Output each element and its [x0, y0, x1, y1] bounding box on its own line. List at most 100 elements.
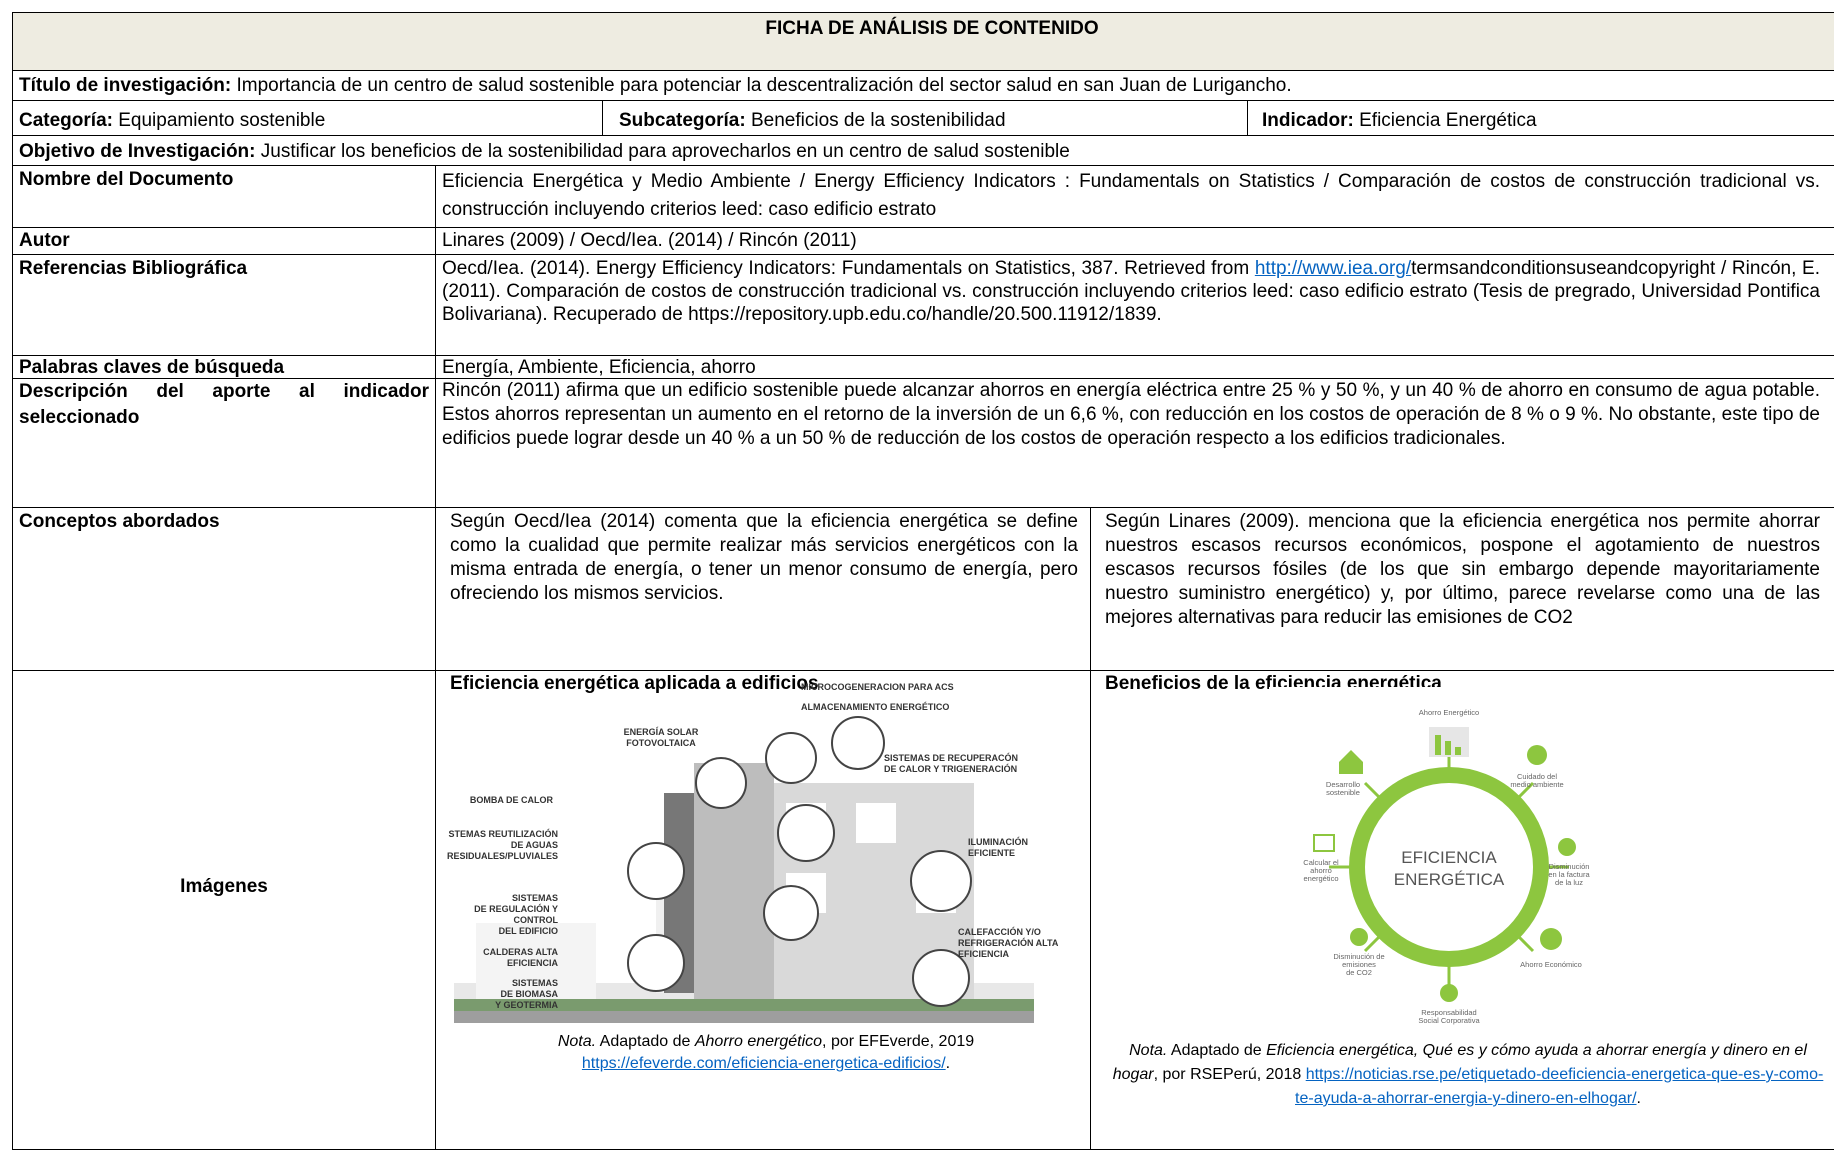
diagram-label: Calcular el — [1303, 858, 1339, 867]
value-cell: Según Oecd/Iea (2014) comenta que la efi… — [435, 507, 1091, 671]
header-title: FICHA DE ANÁLISIS DE CONTENIDO — [765, 18, 1099, 39]
image-note: Nota. Adaptado de Ahorro energético, por… — [456, 1031, 1076, 1075]
label-cell: Conceptos abordados — [12, 507, 436, 671]
diagram-label: Desarrollo — [1326, 780, 1360, 789]
diagram-label: EFICIENCIA — [507, 958, 559, 968]
value: Beneficios de la sostenibilidad — [745, 110, 1006, 131]
label-cell: Autor — [12, 227, 436, 255]
diagram-label: MICROCOGENERACIÓN PARA ACS — [801, 683, 954, 692]
note-link[interactable]: https://noticias.rse.pe/etiquetado-deefi… — [1295, 1066, 1824, 1107]
link[interactable]: http://www.iea.org/ — [1254, 258, 1412, 279]
note-prefix: Nota. — [1129, 1042, 1168, 1059]
diagram-label: FOTOVOLTAICA — [626, 738, 696, 748]
value-cell: Energía, Ambiente, Eficiencia, ahorro — [435, 355, 1834, 379]
note-text: Adaptado de — [596, 1033, 695, 1050]
value-cell: Oecd/Iea. (2014). Energy Efficiency Indi… — [435, 254, 1834, 356]
diagram-label: Y GEOTERMIA — [495, 1000, 558, 1010]
diagram-label: SISTEMAS — [512, 893, 558, 903]
label-cell: Palabras claves de búsqueda — [12, 355, 436, 379]
value-cell: Eficiencia Energética y Medio Ambiente /… — [435, 165, 1834, 228]
value: Linares (2009) / Oecd/Iea. (2014) / Rinc… — [442, 230, 857, 251]
label: Referencias Bibliográfica — [19, 258, 248, 279]
diagram-label: Social Corporativa — [1418, 1016, 1480, 1025]
diagram-label: CALDERAS ALTA — [483, 947, 558, 957]
value: Eficiencia Energética y Medio Ambiente /… — [442, 171, 1820, 220]
value: Energía, Ambiente, Eficiencia, ahorro — [442, 357, 756, 378]
label: Categoría: — [19, 110, 113, 131]
value: Equipamiento sostenible — [112, 110, 326, 131]
label: Objetivo de Investigación: — [19, 141, 256, 162]
note-text: , por EFEverde, 2019 — [822, 1033, 975, 1050]
value: Oecd/Iea. (2014). Energy Efficiency Indi… — [442, 258, 1255, 279]
header-cell: FICHA DE ANÁLISIS DE CONTENIDO — [12, 12, 1834, 71]
value-cell: Linares (2009) / Oecd/Iea. (2014) / Rinc… — [435, 227, 1834, 255]
diagram-label: Disminución — [1549, 862, 1590, 871]
label: Descripción del aporte al indicador sele… — [19, 381, 429, 428]
diagram-label: REFRIGERACIÓN ALTA — [958, 937, 1059, 948]
value: Según Linares (2009). menciona que la ef… — [1105, 511, 1820, 628]
diagram-label: DE REGULACIÓN Y — [474, 903, 558, 914]
label: Nombre del Documento — [19, 169, 234, 190]
diagram-label: energético — [1303, 874, 1338, 883]
image-title: Eficiencia energética aplicada a edifici… — [450, 673, 819, 694]
diagram-label: ahorro — [1310, 866, 1332, 875]
diagram-label: DE CALOR Y TRIGENERACIÓN — [884, 763, 1017, 774]
diagram-label: Ahorro Económico — [1520, 960, 1582, 969]
diagram-label: en la factura — [1548, 870, 1590, 879]
objective-cell: Objetivo de Investigación: Justificar lo… — [12, 135, 1834, 166]
diagram-label: DE BIOMASA — [500, 989, 558, 999]
note-source: Eficiencia energética, Qué es y cómo ayu… — [1112, 1042, 1807, 1083]
diagram-label: ALMACENAMIENTO ENERGÉTICO — [801, 702, 949, 712]
diagram-label: Responsabilidad — [1421, 1008, 1476, 1017]
diagram-label: sostenible — [1326, 788, 1360, 797]
value-cell: Según Linares (2009). menciona que la ef… — [1090, 507, 1834, 671]
image-note: Nota. Adaptado de Eficiencia energética,… — [1105, 1039, 1831, 1111]
benefits-diagram: EFICIENCIA ENERGÉTICA Ahorro Energético Cui… — [1269, 687, 1629, 1037]
indicator-cell: Indicador: Eficiencia Energética — [1247, 100, 1834, 136]
diagram-center: EFICIENCIA — [1401, 848, 1497, 867]
label: Indicador: — [1262, 110, 1354, 131]
label-cell: Nombre del Documento — [12, 165, 436, 228]
note-text: . — [1636, 1090, 1641, 1107]
diagram-label: CALEFACCIÓN Y/O — [958, 926, 1041, 937]
value: Rincón (2011) afirma que un edificio sos… — [442, 380, 1820, 449]
label: Autor — [19, 230, 70, 251]
value: Según Oecd/Iea (2014) comenta que la efi… — [450, 511, 1078, 604]
label: Subcategoría: — [619, 110, 746, 131]
label: Título de investigación: — [19, 75, 232, 96]
label-cell: Referencias Bibliográfica — [12, 254, 436, 356]
category-cell: Categoría: Equipamiento sostenible — [12, 100, 603, 136]
note-text: , por RSEPerú, 2018 — [1153, 1066, 1306, 1083]
label: Palabras claves de búsqueda — [19, 357, 285, 378]
value: Eficiencia Energética — [1353, 110, 1537, 131]
label: Conceptos abordados — [19, 511, 220, 532]
diagram-label: DEL EDIFICIO — [499, 926, 558, 936]
building-diagram: MICROCOGENERACIÓN PARA ACS ALMACENAMIENTO… — [447, 683, 1059, 1023]
label-cell: Imágenes — [12, 670, 436, 1150]
diagram-label: SISTEMAS — [512, 978, 558, 988]
diagram-label: EFICIENCIA — [958, 949, 1010, 959]
image-cell: Eficiencia energética aplicada a edifici… — [435, 670, 1091, 1150]
diagram-label: CONTROL — [514, 915, 559, 925]
label: Imágenes — [180, 876, 268, 897]
diagram-label: Disminución de — [1333, 952, 1384, 961]
diagram-label: BOMBA DE CALOR — [470, 795, 554, 805]
diagram-label: ENERGÍA SOLAR — [624, 727, 699, 737]
note-link[interactable]: https://efeverde.com/eficiencia-energeti… — [581, 1055, 946, 1072]
note-text: Adaptado de — [1167, 1042, 1267, 1059]
diagram-label: SISTEMAS DE RECUPERACÓN — [884, 752, 1018, 763]
note-prefix: Nota. — [557, 1033, 597, 1050]
image-cell: Beneficios de la eficiencia energética E… — [1090, 670, 1834, 1150]
value: Importancia de un centro de salud sosten… — [231, 75, 1292, 96]
diagram-label: medio ambiente — [1510, 780, 1563, 789]
title-cell: Título de investigación: Importancia de … — [12, 70, 1834, 101]
diagram-label: STEMAS REUTILIZACIÓN — [449, 828, 559, 839]
diagram-label: Ahorro Energético — [1419, 708, 1479, 717]
diagram-label: emisiones — [1342, 960, 1376, 969]
note-text: . — [945, 1055, 951, 1072]
subcategory-cell: Subcategoría: Beneficios de la sostenibi… — [602, 100, 1248, 136]
diagram-label: DE AGUAS — [511, 840, 558, 850]
diagram-label: Cuidado del — [1517, 772, 1557, 781]
diagram-center: ENERGÉTICA — [1394, 870, 1505, 889]
